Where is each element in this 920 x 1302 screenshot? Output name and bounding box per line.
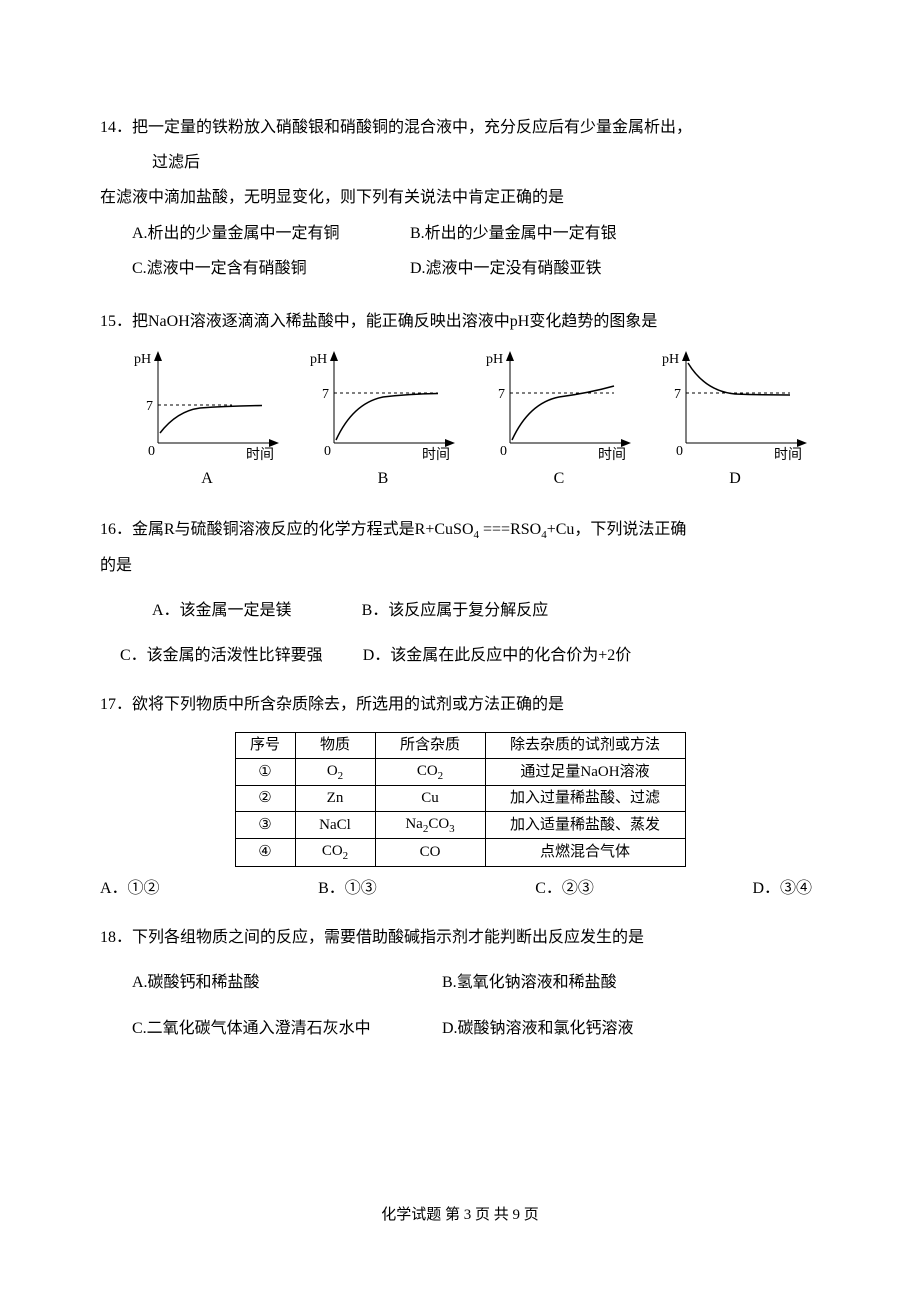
svg-text:pH: pH: [310, 352, 327, 367]
q17-h2: 所含杂质: [375, 733, 485, 759]
svg-text:pH: pH: [486, 352, 503, 367]
q17-option-d: D．③④: [752, 871, 812, 906]
q14-line2: 在滤液中滴加盐酸，无明显变化，则下列有关说法中肯定正确的是: [100, 180, 820, 215]
svg-text:时间: 时间: [422, 447, 450, 463]
q15-chart-d: pH 7 0 时间 D: [650, 343, 820, 496]
q15-label-a: A: [201, 461, 213, 496]
q17-r0-num: ①: [235, 758, 295, 786]
q16-line1: 16．金属R与硫酸铜溶液反应的化学方程式是R+CuSO4 ===RSO4+Cu，…: [100, 512, 820, 547]
q17-r1-num: ②: [235, 786, 295, 812]
q15-label-d: D: [729, 461, 741, 496]
svg-text:pH: pH: [134, 352, 151, 367]
q16-options-row1: A．该金属一定是镁 B．该反应属于复分解反应: [100, 593, 820, 628]
q17-r2-num: ③: [235, 811, 295, 839]
q17-r3-num: ④: [235, 839, 295, 867]
q15-chart-b-svg: pH 7 0 时间: [298, 343, 468, 463]
question-17: 17．欲将下列物质中所含杂质除去，所选用的试剂或方法正确的是 序号 物质 所含杂…: [100, 687, 820, 906]
svg-text:0: 0: [148, 444, 155, 459]
q15-chart-a: pH 7 0 时间 A: [122, 343, 292, 496]
q17-r0-sub: O2: [295, 758, 375, 786]
q18-options-row1: A.碳酸钙和稀盐酸 B.氢氧化钠溶液和稀盐酸: [100, 965, 820, 1000]
q17-r3-method: 点燃混合气体: [485, 839, 685, 867]
q17-r2-imp: Na2CO3: [375, 811, 485, 839]
q17-r3-imp: CO: [375, 839, 485, 867]
q14-option-b: B.析出的少量金属中一定有银: [410, 216, 617, 251]
svg-text:时间: 时间: [774, 447, 802, 463]
q17-h0: 序号: [235, 733, 295, 759]
table-header-row: 序号 物质 所含杂质 除去杂质的试剂或方法: [235, 733, 685, 759]
q16-line1b: +Cu，下列说法正确: [547, 521, 687, 538]
q17-r1-sub: Zn: [295, 786, 375, 812]
q17-r1-imp: Cu: [375, 786, 485, 812]
svg-text:0: 0: [324, 444, 331, 459]
q16-mid: ===RSO: [479, 521, 541, 538]
question-16: 16．金属R与硫酸铜溶液反应的化学方程式是R+CuSO4 ===RSO4+Cu，…: [100, 512, 820, 673]
q17-r2-sub: NaCl: [295, 811, 375, 839]
q17-table: 序号 物质 所含杂质 除去杂质的试剂或方法 ① O2 CO2 通过足量NaOH溶…: [235, 732, 686, 867]
q17-options-row: A．①② B．①③ C．②③ D．③④: [100, 871, 820, 906]
q17-h1: 物质: [295, 733, 375, 759]
q17-option-b: B．①③: [318, 871, 377, 906]
table-row: ③ NaCl Na2CO3 加入适量稀盐酸、蒸发: [235, 811, 685, 839]
q18-option-c: C.二氧化碳气体通入澄清石灰水中: [132, 1011, 442, 1046]
q14-indent: 过滤后: [100, 145, 820, 180]
q17-table-wrap: 序号 物质 所含杂质 除去杂质的试剂或方法 ① O2 CO2 通过足量NaOH溶…: [100, 732, 820, 867]
q18-options-row2: C.二氧化碳气体通入澄清石灰水中 D.碳酸钠溶液和氯化钙溶液: [100, 1011, 820, 1046]
q16-option-c: C．该金属的活泼性比锌要强: [120, 638, 323, 673]
q16-line2: 的是: [100, 548, 820, 583]
q15-label-c: C: [554, 461, 565, 496]
q17-h3: 除去杂质的试剂或方法: [485, 733, 685, 759]
q15-charts-row: pH 7 0 时间 A pH 7 0 时间 B: [100, 339, 820, 498]
q14-options-row2: C.滤液中一定含有硝酸铜 D.滤液中一定没有硝酸亚铁: [100, 251, 820, 286]
q16-line1a: 16．金属R与硫酸铜溶液反应的化学方程式是R+CuSO: [100, 521, 474, 538]
q16-option-a: A．该金属一定是镁: [152, 593, 292, 628]
q17-r3-sub: CO2: [295, 839, 375, 867]
question-14: 14．把一定量的铁粉放入硝酸银和硝酸铜的混合液中，充分反应后有少量金属析出， 过…: [100, 110, 820, 286]
q16-option-d: D．该金属在此反应中的化合价为+2价: [363, 638, 632, 673]
table-row: ② Zn Cu 加入过量稀盐酸、过滤: [235, 786, 685, 812]
q15-chart-b: pH 7 0 时间 B: [298, 343, 468, 496]
svg-text:7: 7: [146, 399, 153, 414]
page-footer: 化学试题 第 3 页 共 9 页: [0, 1199, 920, 1232]
q17-r0-imp: CO2: [375, 758, 485, 786]
q15-chart-d-svg: pH 7 0 时间: [650, 343, 820, 463]
q17-option-a: A．①②: [100, 871, 160, 906]
q17-r1-method: 加入过量稀盐酸、过滤: [485, 786, 685, 812]
question-18: 18．下列各组物质之间的反应，需要借助酸碱指示剂才能判断出反应发生的是 A.碳酸…: [100, 920, 820, 1046]
q14-option-a: A.析出的少量金属中一定有铜: [132, 216, 392, 251]
svg-text:7: 7: [322, 387, 329, 402]
q17-r2-method: 加入适量稀盐酸、蒸发: [485, 811, 685, 839]
svg-text:0: 0: [676, 444, 683, 459]
q14-option-c: C.滤液中一定含有硝酸铜: [132, 251, 392, 286]
q18-text: 18．下列各组物质之间的反应，需要借助酸碱指示剂才能判断出反应发生的是: [100, 920, 820, 955]
q15-chart-c-svg: pH 7 0 时间: [474, 343, 644, 463]
svg-text:时间: 时间: [246, 447, 274, 463]
question-15: 15．把NaOH溶液逐滴滴入稀盐酸中，能正确反映出溶液中pH变化趋势的图象是 p…: [100, 304, 820, 498]
svg-text:7: 7: [674, 387, 681, 402]
q15-chart-c: pH 7 0 时间 C: [474, 343, 644, 496]
q17-r0-method: 通过足量NaOH溶液: [485, 758, 685, 786]
q15-label-b: B: [378, 461, 389, 496]
q14-line1: 14．把一定量的铁粉放入硝酸银和硝酸铜的混合液中，充分反应后有少量金属析出，: [100, 110, 820, 145]
table-row: ④ CO2 CO 点燃混合气体: [235, 839, 685, 867]
q17-text: 17．欲将下列物质中所含杂质除去，所选用的试剂或方法正确的是: [100, 687, 820, 722]
q15-chart-a-svg: pH 7 0 时间: [122, 343, 292, 463]
q14-option-d: D.滤液中一定没有硝酸亚铁: [410, 251, 602, 286]
q15-text: 15．把NaOH溶液逐滴滴入稀盐酸中，能正确反映出溶液中pH变化趋势的图象是: [100, 304, 820, 339]
q18-option-b: B.氢氧化钠溶液和稀盐酸: [442, 965, 617, 1000]
table-row: ① O2 CO2 通过足量NaOH溶液: [235, 758, 685, 786]
svg-text:0: 0: [500, 444, 507, 459]
q18-option-d: D.碳酸钠溶液和氯化钙溶液: [442, 1011, 634, 1046]
q18-option-a: A.碳酸钙和稀盐酸: [132, 965, 442, 1000]
svg-text:7: 7: [498, 387, 505, 402]
q16-options-row2: C．该金属的活泼性比锌要强 D．该金属在此反应中的化合价为+2价: [100, 638, 820, 673]
q16-option-b: B．该反应属于复分解反应: [362, 593, 549, 628]
q14-options-row1: A.析出的少量金属中一定有铜 B.析出的少量金属中一定有银: [100, 216, 820, 251]
svg-text:时间: 时间: [598, 447, 626, 463]
svg-text:pH: pH: [662, 352, 679, 367]
q17-option-c: C．②③: [535, 871, 594, 906]
